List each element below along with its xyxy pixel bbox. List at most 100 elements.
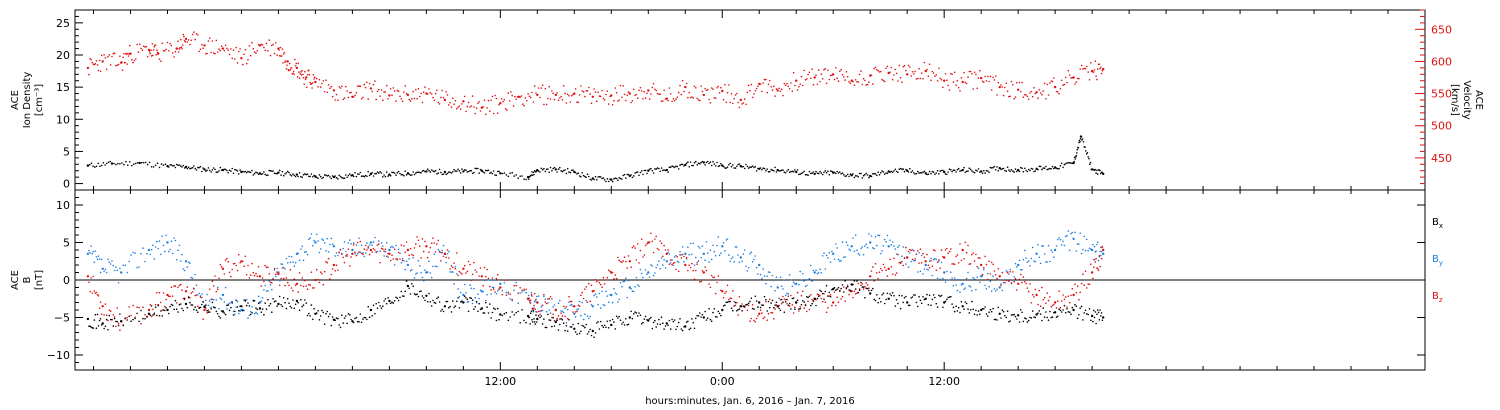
density-sample: [281, 170, 284, 173]
by-sample: [614, 292, 617, 294]
velocity-sample: [309, 81, 311, 84]
by-sample: [1042, 245, 1044, 247]
velocity-sample: [194, 38, 196, 41]
bx-sample: [825, 284, 828, 287]
bx-sample: [853, 280, 856, 282]
by-sample: [182, 268, 185, 270]
by-sample: [349, 239, 351, 241]
by-sample: [251, 306, 253, 308]
density-point: [1053, 166, 1057, 169]
by-sample: [346, 255, 348, 257]
bx-point: [120, 320, 123, 323]
by-point: [850, 245, 853, 248]
velocity-sample: [492, 112, 495, 115]
bz-sample: [273, 267, 276, 270]
bx-sample: [111, 318, 113, 321]
bz-sample: [728, 298, 730, 301]
bz-sample: [889, 258, 891, 261]
bz-sample: [584, 288, 586, 291]
bz-sample: [230, 275, 232, 278]
bx-sample: [219, 317, 222, 319]
velocity-sample: [341, 85, 343, 88]
by-sample: [218, 307, 220, 310]
bx-sample: [823, 298, 825, 301]
density-sample: [1005, 170, 1008, 172]
bx-sample: [788, 302, 791, 305]
bx-sample: [672, 320, 675, 323]
velocity-sample: [251, 41, 253, 44]
density-sample: [597, 176, 599, 178]
by-sample: [737, 254, 739, 256]
velocity-sample: [691, 96, 693, 98]
bz-sample: [667, 249, 669, 251]
bz-sample: [202, 318, 204, 321]
bz-sample: [107, 319, 109, 322]
velocity-sample: [440, 96, 442, 99]
by-sample: [208, 300, 211, 302]
density-sample: [816, 172, 819, 174]
bz-sample: [602, 276, 605, 279]
density-sample: [679, 164, 681, 166]
bx-sample: [1076, 317, 1079, 320]
density-sample: [154, 164, 157, 167]
by-sample: [754, 255, 757, 257]
bx-sample: [549, 319, 552, 322]
by-sample: [853, 250, 856, 252]
bx-sample: [977, 310, 980, 312]
bx-sample: [638, 312, 640, 314]
density-sample: [829, 170, 832, 172]
bz-point: [221, 267, 225, 270]
bx-sample: [940, 294, 943, 297]
velocity-sample: [479, 110, 482, 112]
density-sample: [736, 165, 738, 168]
bx-sample: [339, 326, 342, 329]
density-sample: [634, 172, 636, 174]
velocity-sample: [650, 93, 652, 95]
velocity-sample: [733, 97, 735, 100]
velocity-sample: [276, 54, 278, 56]
by-sample: [923, 268, 926, 270]
by-sample: [588, 317, 590, 320]
by-sample: [1078, 243, 1080, 245]
density-sample: [436, 173, 438, 175]
bx-sample: [1046, 316, 1048, 319]
bx-sample: [747, 302, 750, 305]
bx-sample: [385, 302, 388, 305]
by-sample: [971, 289, 973, 292]
by-sample: [216, 286, 219, 289]
velocity-sample: [268, 39, 271, 41]
bz-sample: [614, 274, 617, 276]
velocity-sample: [356, 85, 359, 87]
velocity-sample: [312, 82, 314, 84]
bz-sample: [671, 263, 673, 266]
velocity-sample: [652, 82, 655, 85]
by-sample: [138, 266, 140, 268]
velocity-sample: [408, 98, 411, 101]
density-sample: [102, 162, 105, 164]
by-sample: [755, 266, 758, 269]
bx-point: [628, 316, 631, 319]
bx-sample: [416, 293, 418, 296]
bz-sample: [660, 242, 663, 245]
bz-sample: [569, 300, 572, 303]
bx-sample: [691, 318, 693, 320]
bz-sample: [255, 272, 257, 275]
bx-sample: [824, 290, 827, 293]
bx-sample: [956, 310, 959, 312]
bz-sample: [1075, 292, 1078, 294]
by-sample: [140, 252, 142, 255]
density-sample: [437, 172, 440, 174]
velocity-sample: [378, 88, 380, 91]
velocity-sample: [433, 99, 436, 102]
by-sample: [840, 260, 842, 262]
by-sample: [232, 310, 235, 313]
velocity-sample: [224, 44, 227, 47]
bz-sample: [679, 254, 681, 256]
bx-sample: [202, 300, 204, 303]
velocity-sample: [96, 64, 99, 66]
by-sample: [953, 277, 956, 279]
density-sample: [644, 169, 647, 172]
velocity-sample: [784, 84, 787, 86]
velocity-point: [332, 89, 336, 92]
density-sample: [119, 162, 121, 165]
